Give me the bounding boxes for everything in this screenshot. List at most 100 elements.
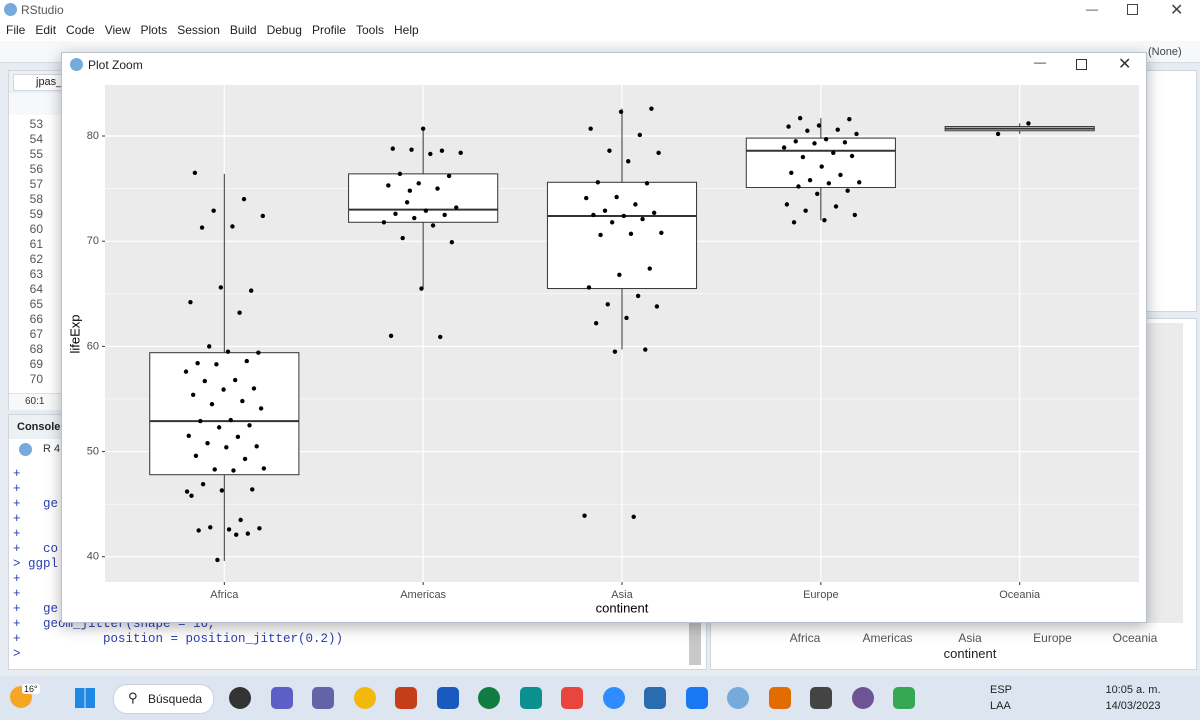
menu-item[interactable]: Help xyxy=(394,23,419,37)
taskbar-app[interactable] xyxy=(602,687,625,709)
r-icon xyxy=(19,443,32,456)
line-number: 64 xyxy=(29,282,43,296)
console-line: + xyxy=(13,527,21,541)
point xyxy=(659,230,664,235)
menu-item[interactable]: Tools xyxy=(355,23,384,37)
point xyxy=(609,220,615,225)
taskbar-app[interactable] xyxy=(312,687,334,709)
window-minimize[interactable]: — xyxy=(1034,55,1046,69)
taskbar-app[interactable] xyxy=(353,687,376,709)
taskbar-app[interactable] xyxy=(270,687,293,709)
console-line: + xyxy=(13,512,21,526)
point xyxy=(219,488,225,493)
point xyxy=(833,204,839,209)
language[interactable]: ESP xyxy=(990,684,1013,696)
menu-item[interactable]: Debug xyxy=(266,23,302,37)
point xyxy=(849,153,855,159)
point xyxy=(812,141,817,146)
point xyxy=(216,425,222,430)
scrollbar[interactable] xyxy=(689,620,701,665)
menu-item[interactable]: View xyxy=(104,23,131,37)
point xyxy=(605,302,610,307)
point xyxy=(228,417,233,423)
close-button[interactable]: ✕ xyxy=(1170,2,1184,19)
point xyxy=(651,210,657,215)
console-line: + xyxy=(13,467,21,481)
taskbar-app[interactable] xyxy=(478,687,500,709)
window-title-bar: Plot Zoom — ✕ xyxy=(62,53,1146,77)
clock-time[interactable]: 10:05 a. m. xyxy=(1105,684,1161,696)
line-number: 65 xyxy=(29,297,43,311)
taskbar-app[interactable] xyxy=(768,687,791,709)
point xyxy=(404,200,410,205)
point xyxy=(1026,121,1031,126)
preview-x-label: Oceania xyxy=(1112,631,1158,645)
keyboard-layout[interactable]: LAA xyxy=(990,700,1011,712)
taskbar-app[interactable] xyxy=(229,687,251,709)
point xyxy=(789,170,794,176)
project-label[interactable]: (None) xyxy=(1148,46,1182,58)
point xyxy=(438,334,443,340)
point xyxy=(607,148,612,153)
search-box[interactable]: Búsqueda ⚲ xyxy=(113,684,214,714)
point xyxy=(195,361,200,366)
maximize-button[interactable] xyxy=(1127,4,1138,15)
point xyxy=(826,181,832,186)
point xyxy=(388,333,394,339)
start-button[interactable] xyxy=(75,688,95,708)
taskbar-app[interactable] xyxy=(810,687,832,709)
point xyxy=(800,154,806,160)
minimize-button[interactable]: — xyxy=(1086,2,1098,16)
taskbar-app[interactable] xyxy=(851,687,874,709)
point xyxy=(628,231,634,237)
point xyxy=(784,202,790,207)
point xyxy=(582,513,587,518)
y-tick-label: 40 xyxy=(87,551,99,563)
point xyxy=(815,191,820,197)
point xyxy=(386,183,391,188)
line-number: 55 xyxy=(29,147,43,161)
line-number: 67 xyxy=(29,327,43,341)
point xyxy=(838,172,843,178)
box xyxy=(745,137,896,189)
point xyxy=(647,266,652,271)
menu-item[interactable]: Profile xyxy=(311,23,346,37)
taskbar-app[interactable] xyxy=(395,687,417,709)
window-close[interactable]: ✕ xyxy=(1118,56,1132,73)
point xyxy=(188,300,193,305)
taskbar-app[interactable] xyxy=(644,687,666,709)
taskbar-app[interactable] xyxy=(727,687,749,709)
point xyxy=(807,177,813,183)
point xyxy=(245,531,251,536)
preview-x-label: Europe xyxy=(1033,631,1072,645)
point xyxy=(847,116,852,122)
point xyxy=(258,406,264,411)
console-tab[interactable]: Console xyxy=(17,421,61,433)
point xyxy=(393,211,398,217)
point xyxy=(614,194,619,200)
taskbar-app[interactable] xyxy=(436,687,459,709)
clock-date[interactable]: 14/03/2023 xyxy=(1105,700,1161,712)
menu-item[interactable]: Plots xyxy=(140,23,168,37)
menu-item[interactable]: Build xyxy=(229,23,257,37)
menu-item[interactable]: File xyxy=(6,23,26,37)
taskbar-app[interactable] xyxy=(893,687,915,709)
window-maximize[interactable] xyxy=(1076,59,1087,70)
editor-tab[interactable]: jpas_l xyxy=(13,74,72,91)
point xyxy=(831,150,836,156)
menu-item[interactable]: Session xyxy=(177,23,220,37)
point xyxy=(226,527,232,532)
point xyxy=(186,433,191,438)
point xyxy=(390,146,395,151)
taskbar-app[interactable] xyxy=(561,687,583,709)
point xyxy=(237,310,242,315)
menu-item[interactable]: Code xyxy=(66,23,95,37)
plot-zoom-window: Plot Zoom — ✕ continent lifeExp 40 50 60 70… xyxy=(61,52,1147,623)
menu-item[interactable]: Edit xyxy=(35,23,57,37)
point xyxy=(598,232,603,238)
taskbar-app[interactable] xyxy=(685,687,708,709)
point xyxy=(654,304,660,309)
point xyxy=(649,106,654,111)
taskbar-app[interactable] xyxy=(519,687,542,709)
